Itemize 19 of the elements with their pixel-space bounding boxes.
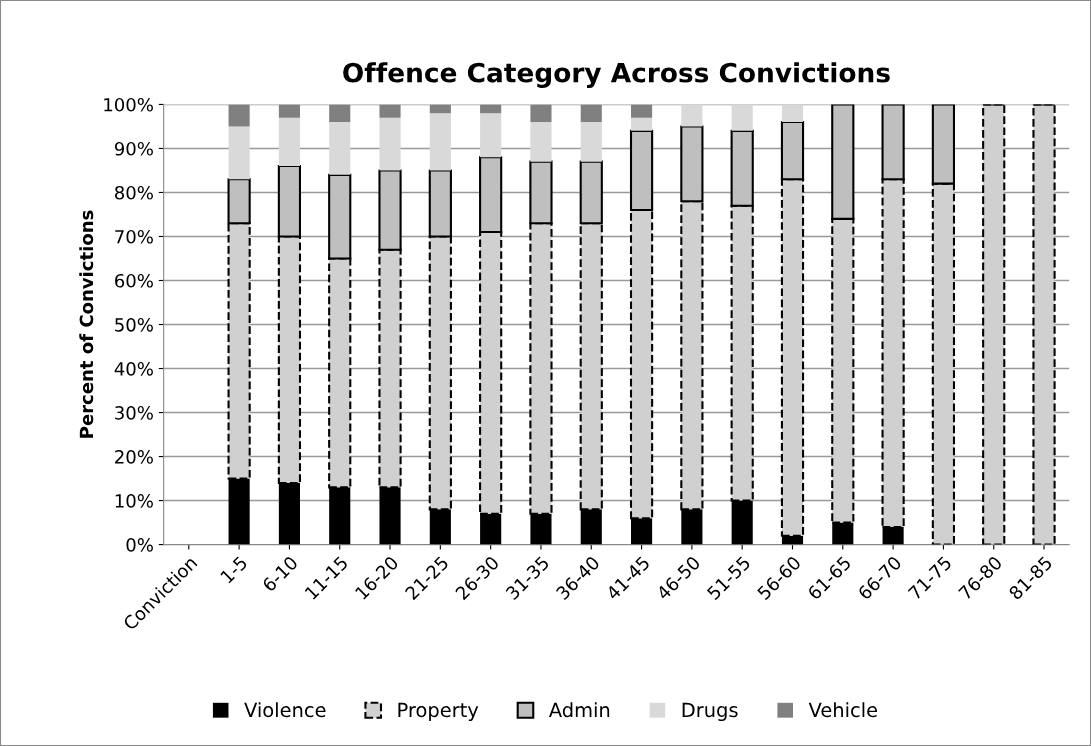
y-tick-label: 90% <box>114 141 153 156</box>
chart-title: Offence Category Across Convictions <box>343 62 890 88</box>
x-tick-label: 1-5 <box>220 555 248 584</box>
y-tick-label: 20% <box>115 450 153 464</box>
y-tick-label: 30% <box>115 406 153 420</box>
y-tick-label: 50% <box>115 317 153 332</box>
y-tick-label: 10% <box>115 494 153 508</box>
y-tick-label: 60% <box>115 273 153 288</box>
y-tick-label: 70% <box>115 229 153 244</box>
legend-label: Property <box>398 702 479 722</box>
legend-label: Drugs <box>682 702 738 722</box>
legend-label: Vehicle <box>808 702 878 718</box>
y-tick-label: 80% <box>115 185 153 200</box>
y-axis-title: Percent of Convictions <box>79 210 94 438</box>
legend-label: Admin <box>548 702 610 718</box>
y-tick-label: 100% <box>104 97 153 112</box>
legend-label: Violence <box>244 702 326 718</box>
y-tick-label: 0% <box>126 538 153 552</box>
y-tick-label: 40% <box>114 361 153 376</box>
